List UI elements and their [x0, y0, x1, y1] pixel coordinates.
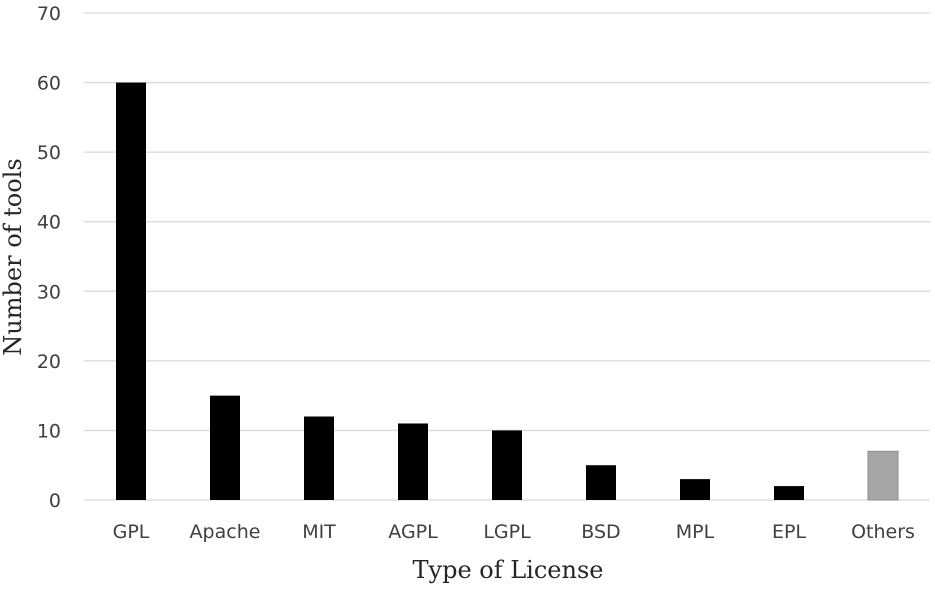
- bar-mpl: [680, 479, 710, 500]
- y-axis-title: Number of tools: [0, 158, 27, 355]
- y-tick-label: 20: [37, 351, 61, 373]
- bar-apache: [210, 395, 240, 500]
- x-tick-label-bsd: BSD: [581, 521, 620, 543]
- x-tick-label-others: Others: [851, 521, 915, 543]
- x-axis-ticks: GPL Apache MIT AGPL LGPL BSD MPL EPL Others: [113, 521, 915, 543]
- x-tick-label-agpl: AGPL: [388, 521, 438, 543]
- x-axis-title: Type of License: [413, 556, 604, 584]
- x-tick-label-apache: Apache: [190, 521, 261, 543]
- bar-bsd: [586, 465, 616, 500]
- x-tick-label-mpl: MPL: [676, 521, 715, 543]
- bar-gpl: [116, 82, 146, 501]
- y-tick-label: 70: [37, 3, 61, 25]
- x-tick-label-gpl: GPL: [113, 521, 150, 543]
- x-tick-label-epl: EPL: [772, 521, 806, 543]
- y-axis-ticks: 0 10 20 30 40 50 60 70: [37, 3, 61, 512]
- x-tick-label-mit: MIT: [302, 521, 336, 543]
- bar-epl: [774, 486, 804, 500]
- bar-lgpl: [492, 430, 522, 500]
- x-tick-label-lgpl: LGPL: [483, 521, 531, 543]
- y-tick-label: 30: [37, 281, 61, 303]
- y-tick-label: 0: [49, 490, 61, 512]
- y-tick-label: 60: [37, 73, 61, 95]
- bar-mit: [304, 416, 334, 500]
- bar-others: [867, 450, 899, 501]
- y-tick-label: 40: [37, 212, 61, 234]
- bars: [116, 82, 899, 501]
- y-tick-label: 50: [37, 142, 61, 164]
- y-tick-label: 10: [37, 420, 61, 442]
- bar-agpl: [398, 423, 428, 500]
